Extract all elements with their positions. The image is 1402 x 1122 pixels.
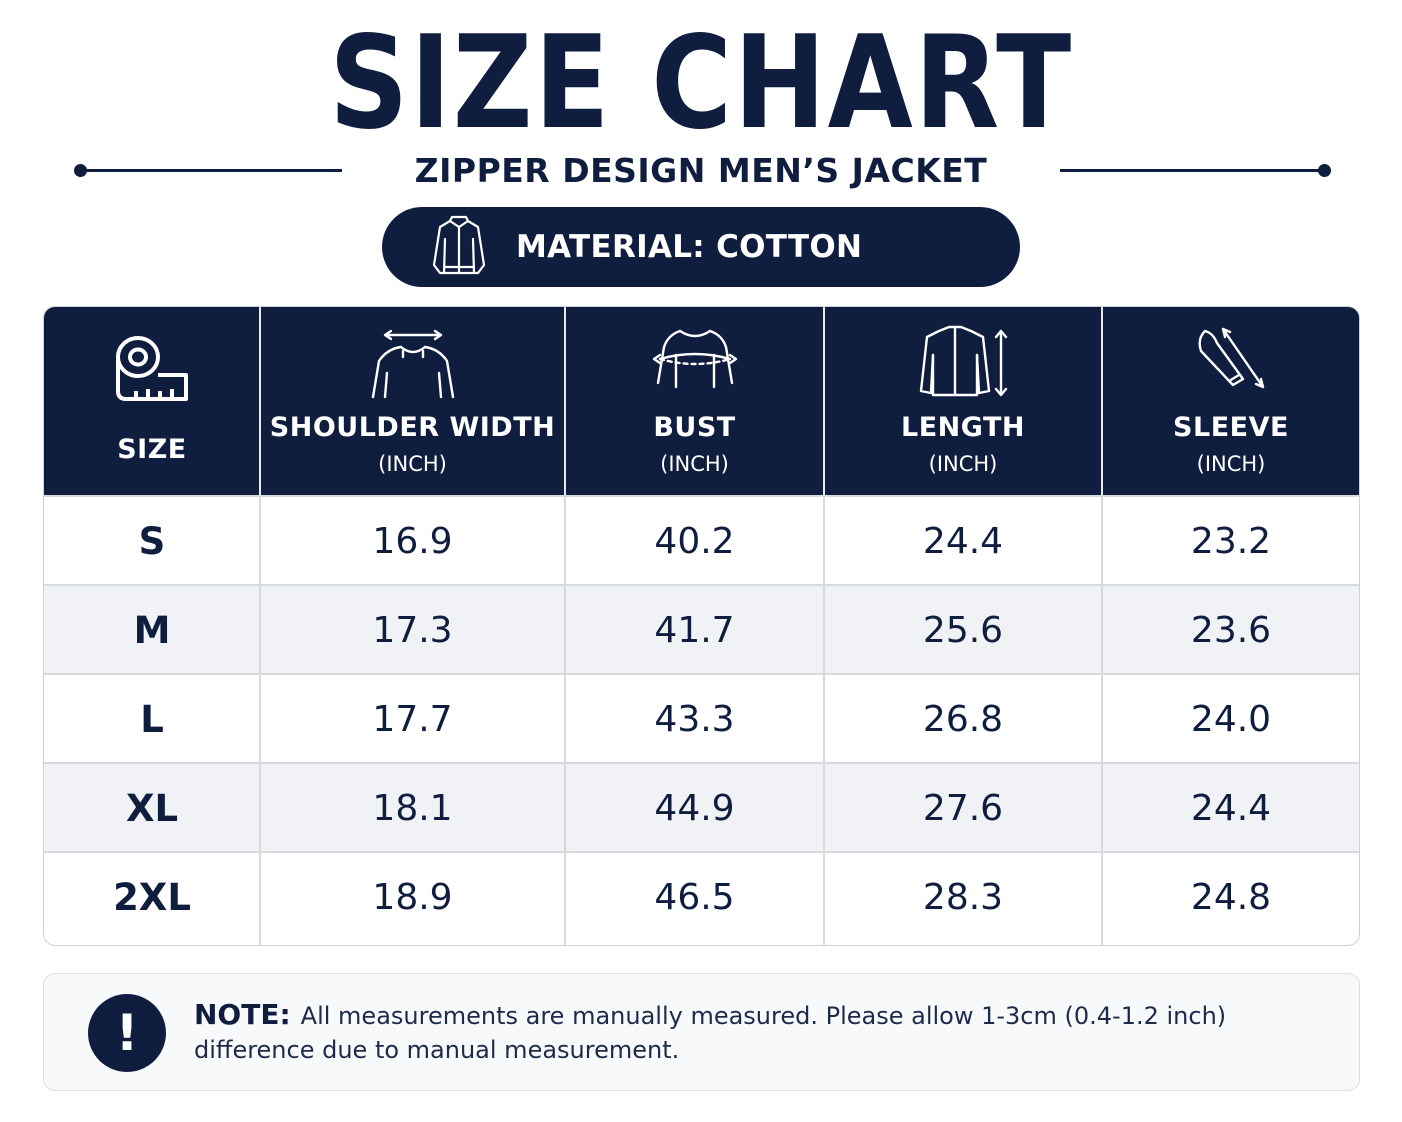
header-size-label: SIZE <box>117 434 187 465</box>
header-shoulder-width: SHOULDER WIDTH (INCH) <box>261 307 564 495</box>
length-cell: 26.8 <box>922 699 1004 740</box>
divider-dot-right <box>1318 164 1331 177</box>
divider-left <box>80 169 342 172</box>
column-divider <box>259 495 261 945</box>
sleeve-cell: 23.6 <box>1190 610 1272 651</box>
column-divider <box>823 495 825 945</box>
exclamation-icon: ! <box>88 994 166 1072</box>
material-banner: MATERIAL: COTTON BLENDED <box>382 207 1020 345</box>
size-cell: S <box>138 520 166 563</box>
header-divider <box>823 307 825 495</box>
sleeve-cell: 23.2 <box>1190 521 1272 562</box>
bust-cell: 44.9 <box>654 788 735 829</box>
bust-cell: 40.2 <box>654 521 735 562</box>
note-box: ! NOTE: All measurements are manually mea… <box>43 973 1360 1091</box>
size-cell: 2XL <box>113 876 191 919</box>
bust-icon <box>650 325 740 399</box>
shoulder-width-cell: 18.9 <box>372 877 453 918</box>
shoulder-width-icon <box>363 325 463 403</box>
length-icon <box>915 325 1011 405</box>
sleeve-cell: 24.4 <box>1190 788 1272 829</box>
sleeve-cell: 24.0 <box>1190 699 1272 740</box>
divider-dot-left <box>74 164 87 177</box>
header-shoulder-width-label: SHOULDER WIDTH <box>269 412 556 443</box>
material-label: MATERIAL: COTTON BLENDED <box>516 229 863 345</box>
header-length: LENGTH (INCH) <box>825 307 1101 495</box>
divider-right <box>1060 169 1322 172</box>
bust-cell: 41.7 <box>654 610 735 651</box>
shoulder-width-cell: 17.3 <box>372 610 453 651</box>
header-divider <box>1101 307 1103 495</box>
sleeve-cell: 24.8 <box>1190 877 1272 918</box>
header-size: SIZE <box>44 307 260 495</box>
size-table: SIZE SHOULDER WIDTH (INCH) <box>43 306 1360 946</box>
header-bust-unit: (INCH) <box>660 452 729 476</box>
tape-measure-icon <box>114 335 190 409</box>
table-header: SIZE SHOULDER WIDTH (INCH) <box>44 307 1359 495</box>
page-subtitle: ZIPPER DESIGN MEN’S JACKET <box>414 151 988 190</box>
header-sleeve: SLEEVE (INCH) <box>1103 307 1359 495</box>
bust-cell: 43.3 <box>654 699 735 740</box>
page-title: SIZE CHART <box>329 9 1073 158</box>
table-row: 2XL 18.9 46.5 28.3 24.8 <box>44 851 1359 945</box>
header-bust: BUST (INCH) <box>566 307 823 495</box>
column-divider <box>564 495 566 945</box>
table-row: L 17.7 43.3 26.8 24.0 <box>44 673 1359 762</box>
length-cell: 28.3 <box>922 877 1004 918</box>
length-cell: 24.4 <box>922 521 1004 562</box>
note-label: NOTE: <box>194 998 291 1031</box>
table-row: M 17.3 41.7 25.6 23.6 <box>44 584 1359 673</box>
bust-cell: 46.5 <box>654 877 735 918</box>
header-length-unit: (INCH) <box>928 452 998 476</box>
note-text: NOTE: All measurements are manually measu… <box>194 998 1314 1067</box>
header-sleeve-label: SLEEVE <box>1173 412 1289 443</box>
shoulder-width-cell: 17.7 <box>372 699 453 740</box>
sleeve-icon <box>1189 325 1273 399</box>
header-sleeve-unit: (INCH) <box>1196 452 1266 476</box>
table-row: XL 18.1 44.9 27.6 24.4 <box>44 762 1359 851</box>
length-cell: 25.6 <box>922 610 1004 651</box>
jacket-icon <box>428 215 490 283</box>
shoulder-width-cell: 18.1 <box>372 788 453 829</box>
length-cell: 27.6 <box>922 788 1004 829</box>
table-row: S 16.9 40.2 24.4 23.2 <box>44 495 1359 584</box>
size-cell: M <box>133 609 171 652</box>
size-cell: XL <box>125 787 179 830</box>
shoulder-width-cell: 16.9 <box>372 521 453 562</box>
header-shoulder-width-unit: (INCH) <box>378 452 447 476</box>
header-length-label: LENGTH <box>901 412 1025 443</box>
note-body: All measurements are manually measured. … <box>194 1002 1227 1064</box>
header-divider <box>564 307 566 495</box>
header-divider <box>259 307 261 495</box>
size-cell: L <box>140 698 164 741</box>
column-divider <box>1101 495 1103 945</box>
header-bust-label: BUST <box>653 412 736 443</box>
